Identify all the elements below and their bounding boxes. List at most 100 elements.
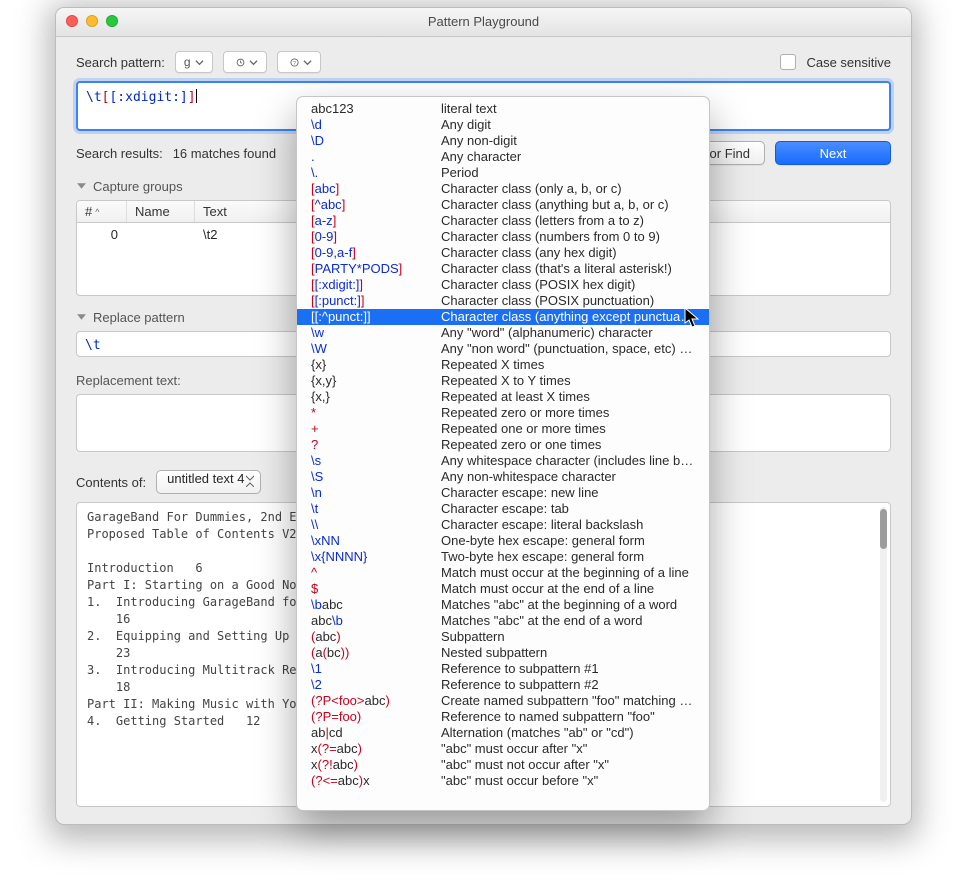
menu-item-desc: Character class (POSIX hex digit) (441, 277, 695, 293)
menu-item[interactable]: \xNNOne-byte hex escape: general form (297, 533, 709, 549)
menu-item[interactable]: \WAny "non word" (punctuation, space, et… (297, 341, 709, 357)
menu-item-example: abc\b (311, 613, 441, 629)
match-count: 16 matches found (173, 146, 276, 161)
menu-item[interactable]: [[:^punct:]]Character class (anything ex… (297, 309, 709, 325)
title-bar[interactable]: Pattern Playground (56, 8, 911, 37)
menu-item[interactable]: \2Reference to subpattern #2 (297, 677, 709, 693)
menu-item[interactable]: ?Repeated zero or one times (297, 437, 709, 453)
menu-item-desc: Repeated at least X times (441, 389, 695, 405)
menu-item-example: (?<=abc)x (311, 773, 441, 789)
menu-item-example: [abc] (311, 181, 441, 197)
pattern-token: \t (86, 90, 102, 105)
menu-item-example: \s (311, 453, 441, 469)
menu-item[interactable]: \wAny "word" (alphanumeric) character (297, 325, 709, 341)
scrollbar[interactable] (880, 507, 887, 802)
menu-item[interactable]: [0-9]Character class (numbers from 0 to … (297, 229, 709, 245)
menu-item[interactable]: \nCharacter escape: new line (297, 485, 709, 501)
pattern-token: ] (188, 90, 196, 105)
menu-item[interactable]: \dAny digit (297, 117, 709, 133)
document-select[interactable]: untitled text 4 (156, 470, 261, 494)
menu-item-desc: Character escape: tab (441, 501, 695, 517)
menu-item-desc: Create named subpattern "foo" matching "… (441, 693, 695, 709)
menu-item[interactable]: \x{NNNN}Two-byte hex escape: general for… (297, 549, 709, 565)
menu-item[interactable]: +Repeated one or more times (297, 421, 709, 437)
menu-item[interactable]: \babcMatches "abc" at the beginning of a… (297, 597, 709, 613)
menu-item[interactable]: \1Reference to subpattern #1 (297, 661, 709, 677)
menu-item[interactable]: (?P<foo>abc)Create named subpattern "foo… (297, 693, 709, 709)
col-number[interactable]: #^ (77, 201, 127, 222)
menu-item-desc: Match must occur at the end of a line (441, 581, 695, 597)
menu-item[interactable]: \SAny non-whitespace character (297, 469, 709, 485)
menu-item[interactable]: \\Character escape: literal backslash (297, 517, 709, 533)
history-dropdown[interactable] (223, 51, 267, 73)
menu-item-example: \d (311, 117, 441, 133)
menu-item-desc: "abc" must occur before "x" (441, 773, 695, 789)
cell-number: 0 (77, 227, 127, 242)
menu-item-desc: Any "non word" (punctuation, space, etc)… (441, 341, 695, 357)
menu-item-desc: Character class (any hex digit) (441, 245, 695, 261)
menu-item[interactable]: [^abc]Character class (anything but a, b… (297, 197, 709, 213)
menu-item-desc: Two-byte hex escape: general form (441, 549, 695, 565)
menu-item[interactable]: abc\bMatches "abc" at the end of a word (297, 613, 709, 629)
menu-item-desc: Any non-whitespace character (441, 469, 695, 485)
menu-item-example: (?P<foo>abc) (311, 693, 441, 709)
menu-item-desc: Reference to subpattern #1 (441, 661, 695, 677)
help-dropdown[interactable]: ? (277, 51, 321, 73)
menu-item[interactable]: [[:punct:]]Character class (POSIX punctu… (297, 293, 709, 309)
menu-item-desc: Character class (POSIX punctuation) (441, 293, 695, 309)
search-results-label: Search results: (76, 146, 163, 161)
col-name[interactable]: Name (127, 201, 195, 222)
menu-item[interactable]: abc123literal text (297, 101, 709, 117)
menu-item-example: \babc (311, 597, 441, 613)
svg-text:?: ? (293, 60, 296, 66)
menu-item[interactable]: [a-z]Character class (letters from a to … (297, 213, 709, 229)
menu-item[interactable]: [PARTY*PODS]Character class (that's a li… (297, 261, 709, 277)
question-icon: ? (290, 58, 299, 67)
chevron-down-icon (249, 58, 258, 67)
menu-item-desc: Character class (anything except punctua… (441, 309, 695, 325)
menu-item-example: \\ (311, 517, 441, 533)
disclosure-down-icon[interactable] (76, 312, 87, 323)
menu-item[interactable]: *Repeated zero or more times (297, 405, 709, 421)
menu-item[interactable]: \.Period (297, 165, 709, 181)
menu-item-example: \D (311, 133, 441, 149)
menu-item-example: (abc) (311, 629, 441, 645)
menu-item-desc: Repeated zero or one times (441, 437, 695, 453)
menu-item-desc: Any digit (441, 117, 695, 133)
menu-item[interactable]: ^Match must occur at the beginning of a … (297, 565, 709, 581)
menu-item[interactable]: (?P=foo)Reference to named subpattern "f… (297, 709, 709, 725)
next-button[interactable]: Next (775, 141, 891, 165)
menu-item-desc: Character class (letters from a to z) (441, 213, 695, 229)
chevron-down-icon (195, 58, 204, 67)
regex-cheatsheet-popover[interactable]: abc123literal text\dAny digit\DAny non-d… (296, 96, 710, 811)
menu-item[interactable]: $Match must occur at the end of a line (297, 581, 709, 597)
menu-item-example: \1 (311, 661, 441, 677)
menu-item-desc: Subpattern (441, 629, 695, 645)
menu-item[interactable]: (?<=abc)x"abc" must occur before "x" (297, 773, 709, 789)
menu-item[interactable]: (a(bc))Nested subpattern (297, 645, 709, 661)
case-sensitive-checkbox[interactable] (780, 54, 796, 70)
menu-item-example: (?P=foo) (311, 709, 441, 725)
menu-item-example: . (311, 149, 441, 165)
menu-item[interactable]: \DAny non-digit (297, 133, 709, 149)
menu-item[interactable]: \tCharacter escape: tab (297, 501, 709, 517)
menu-item[interactable]: [abc]Character class (only a, b, or c) (297, 181, 709, 197)
menu-item[interactable]: (abc)Subpattern (297, 629, 709, 645)
menu-item[interactable]: x(?!abc)"abc" must not occur after "x" (297, 757, 709, 773)
menu-item-example: $ (311, 581, 441, 597)
menu-item[interactable]: [[:xdigit:]]Character class (POSIX hex d… (297, 277, 709, 293)
menu-item-example: ? (311, 437, 441, 453)
menu-item-desc: Character class (only a, b, or c) (441, 181, 695, 197)
menu-item-desc: Repeated one or more times (441, 421, 695, 437)
disclosure-down-icon[interactable] (76, 181, 87, 192)
flags-dropdown[interactable]: g (175, 51, 213, 73)
menu-item[interactable]: \sAny whitespace character (includes lin… (297, 453, 709, 469)
case-sensitive-label: Case sensitive (806, 55, 891, 70)
menu-item[interactable]: {x,y}Repeated X to Y times (297, 373, 709, 389)
menu-item[interactable]: {x,}Repeated at least X times (297, 389, 709, 405)
menu-item[interactable]: ab|cdAlternation (matches "ab" or "cd") (297, 725, 709, 741)
menu-item[interactable]: {x}Repeated X times (297, 357, 709, 373)
menu-item[interactable]: x(?=abc)"abc" must occur after "x" (297, 741, 709, 757)
menu-item[interactable]: .Any character (297, 149, 709, 165)
menu-item[interactable]: [0-9,a-f]Character class (any hex digit) (297, 245, 709, 261)
